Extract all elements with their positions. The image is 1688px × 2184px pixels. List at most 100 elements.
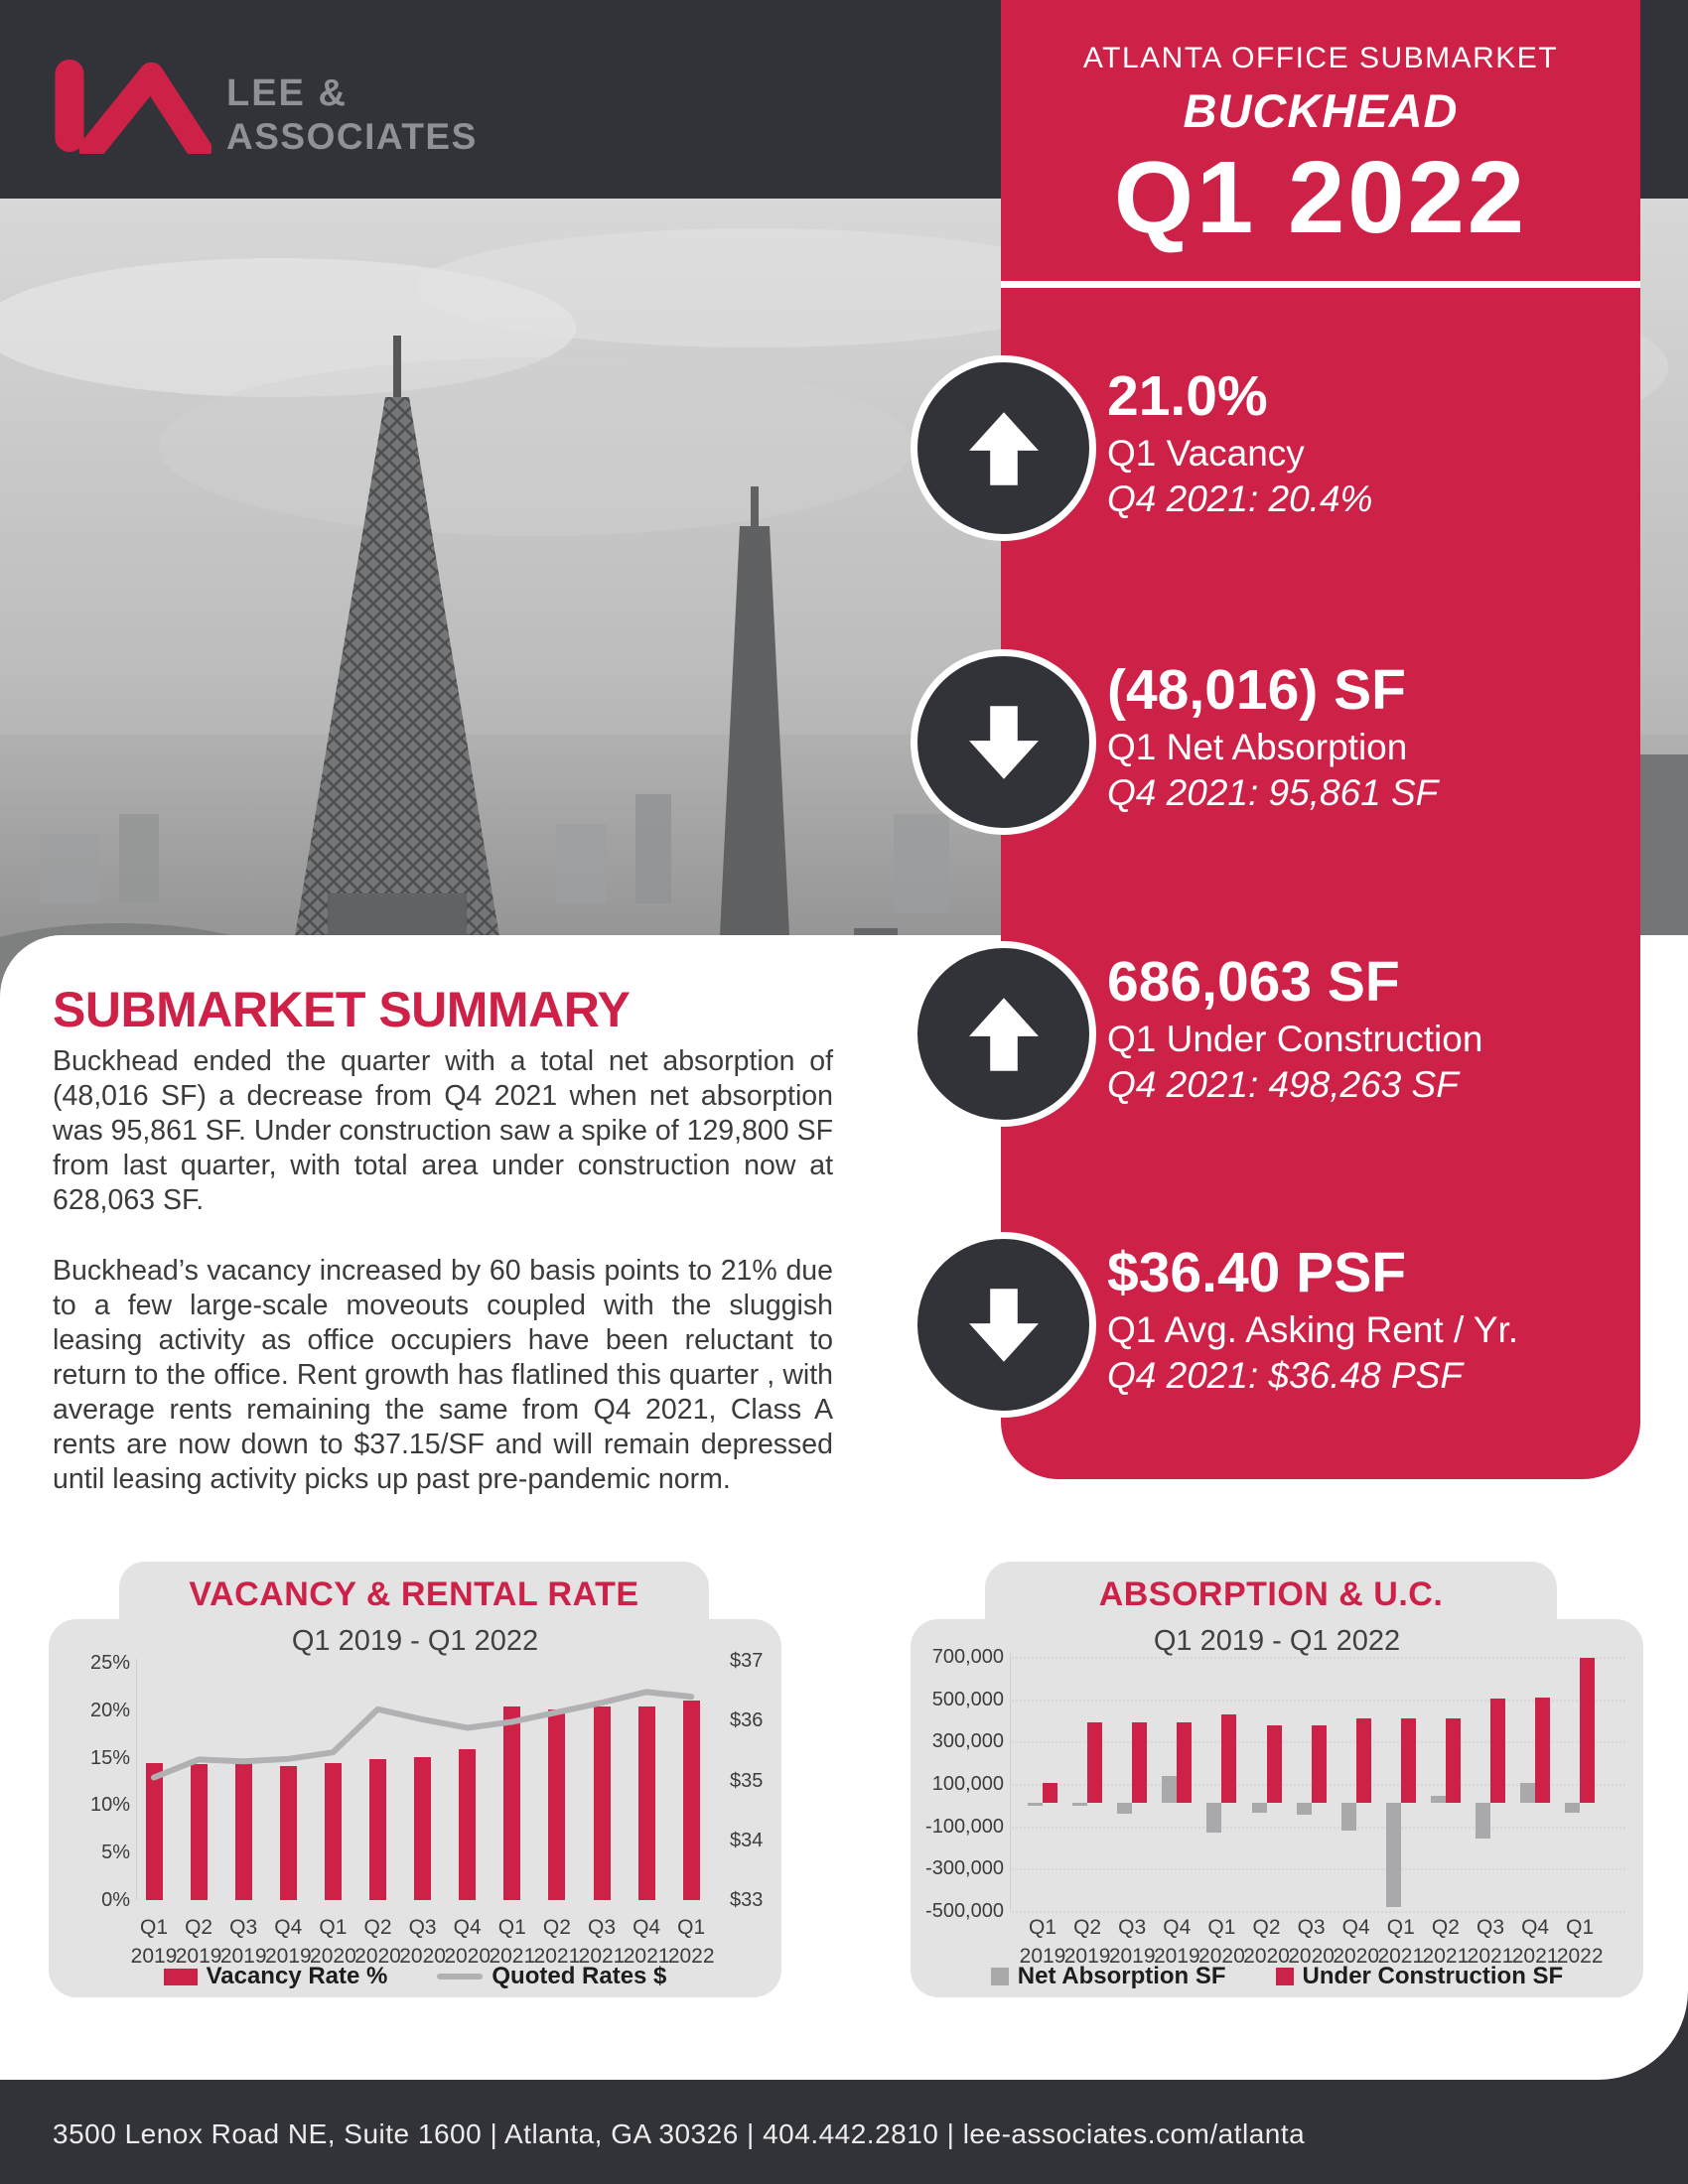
x-axis-label-line: Q1: [1386, 1916, 1415, 1939]
masthead-divider: [1001, 281, 1640, 288]
red-sidebar: ATLANTA OFFICE SUBMARKET BUCKHEAD Q1 202…: [1001, 0, 1640, 1479]
x-axis-label: Q4 2019: [1142, 1913, 1211, 1971]
vacancy-bar: [234, 1763, 252, 1900]
vacancy-chart-plot: 25% 20% 15% 10% 5% 0% $37 $36 $35 $34 $33 Q1 2019 Q2 2…: [49, 1619, 781, 1997]
x-axis-label-line: Q3: [229, 1916, 258, 1939]
stat-label: Q1 Vacancy: [1107, 433, 1305, 474]
x-axis-label: Q4 2020: [433, 1913, 502, 1971]
absorption-chart-legend: Net Absorption SF Under Construction SF: [911, 1963, 1643, 1990]
x-axis-label: Q3 2019: [209, 1913, 278, 1971]
logo-line1: LEE &: [226, 72, 348, 114]
x-axis-label-line: Q1: [677, 1916, 706, 1939]
x-axis-label-line: 2021: [1422, 1945, 1470, 1968]
y-axis-right-tick: $37: [730, 1650, 764, 1672]
vacancy-bar: [414, 1756, 432, 1900]
under-construction-bar: [1355, 1717, 1371, 1803]
arrow-down-icon: [968, 1288, 1039, 1362]
summary-paragraph-1: Buckhead ended the quarter with a total …: [53, 1045, 833, 1216]
stat-circle-net-absorption: [911, 649, 1096, 835]
vacancy-swatch-icon: [163, 1968, 198, 1985]
masthead-submarket: BUCKHEAD: [1183, 84, 1459, 137]
x-axis-label: Q1 2022: [1545, 1913, 1615, 1971]
y-axis-left-tick: 10%: [89, 1794, 130, 1817]
x-axis-label-line: 2020: [1198, 1945, 1245, 1968]
vacancy-chart-panel: Q1 2019 - Q1 2022 25% 20% 15% 10% 5% 0% $37 $36…: [49, 1619, 781, 1997]
net-absorption-bar: [1028, 1803, 1043, 1807]
x-axis-label-line: Q1: [139, 1916, 168, 1939]
y-axis-left-tick: 700,000: [931, 1646, 1004, 1668]
under-construction-bar: [1311, 1725, 1327, 1803]
net-absorption-bar: [1206, 1803, 1222, 1833]
quoted-rates-line: [151, 1689, 695, 1781]
net-absorption-swatch-icon: [990, 1968, 1009, 1985]
under-construction-bar: [1043, 1782, 1057, 1803]
x-axis-label-line: 2020: [354, 1945, 401, 1968]
y-axis-left-tick: 0%: [101, 1889, 130, 1911]
vacancy-chart-legend: Vacancy Rate % Quoted Rates $: [49, 1963, 781, 1990]
x-axis-label-line: 2021: [1467, 1945, 1514, 1968]
stat-circle-asking-rent: [911, 1232, 1096, 1418]
net-absorption-bar: [1385, 1803, 1401, 1907]
stat-value: $36.40 PSF: [1107, 1241, 1407, 1304]
x-axis-label-line: 2019: [175, 1945, 222, 1968]
stat-prior: Q4 2021: $36.48 PSF: [1107, 1355, 1463, 1396]
absorption-chart-panel: Q1 2019 - Q1 2022 700,000 500,000 300,000 1…: [911, 1619, 1643, 1997]
x-axis-label-line: Q3: [408, 1916, 437, 1939]
net-absorption-bar: [1476, 1803, 1490, 1840]
summary-title: SUBMARKET SUMMARY: [53, 982, 631, 1037]
x-axis-label: Q2 2019: [164, 1913, 233, 1971]
lee-associates-logo-icon: [55, 59, 211, 154]
x-axis-label: Q4 2020: [1322, 1913, 1391, 1971]
under-construction-bar: [1177, 1721, 1193, 1803]
y-axis-left-tick: 5%: [101, 1842, 130, 1864]
gridline: [1012, 1699, 1625, 1702]
x-axis-label: Q4 2021: [612, 1913, 681, 1971]
y-axis-line: [1010, 1653, 1011, 1911]
x-axis-label: Q4 2021: [1500, 1913, 1570, 1971]
x-axis-label: Q2 2020: [1232, 1913, 1302, 1971]
under-construction-bar: [1132, 1721, 1148, 1803]
y-axis-left-tick: 300,000: [931, 1730, 1004, 1753]
x-axis-label-line: 2022: [1556, 1945, 1604, 1968]
x-axis-label: Q3 2020: [388, 1913, 458, 1971]
arrow-up-icon: [968, 997, 1039, 1071]
gridline: [1012, 1868, 1625, 1871]
legend-item: Vacancy Rate %: [163, 1963, 387, 1990]
stat-label: Q1 Avg. Asking Rent / Yr.: [1107, 1309, 1519, 1350]
x-axis-label-line: Q3: [587, 1916, 616, 1939]
x-axis-label-line: Q2: [185, 1916, 213, 1939]
x-axis-label-line: Q4: [453, 1916, 482, 1939]
under-construction-bar: [1580, 1657, 1596, 1803]
x-axis-label: Q2 2020: [344, 1913, 413, 1971]
x-axis-label-line: Q2: [542, 1916, 571, 1939]
x-axis-label: Q4 2019: [253, 1913, 323, 1971]
x-axis-label: Q2 2021: [1411, 1913, 1480, 1971]
under-construction-swatch-icon: [1275, 1968, 1294, 1985]
x-axis-label: Q1 2020: [298, 1913, 367, 1971]
under-construction-bar: [1221, 1714, 1237, 1803]
net-absorption-bar: [1251, 1803, 1267, 1813]
x-axis-label-line: 2022: [667, 1945, 715, 1968]
under-construction-bar: [1400, 1717, 1416, 1803]
stat-label: Q1 Net Absorption: [1107, 727, 1408, 767]
legend-label: Net Absorption SF: [1017, 1963, 1226, 1989]
stat-prior: Q4 2021: 498,263 SF: [1107, 1064, 1459, 1105]
absorption-chart-subtitle: Q1 2019 - Q1 2022: [1153, 1625, 1401, 1657]
masthead-period: Q1 2022: [1113, 140, 1528, 254]
logo-line2: ASSOCIATES: [226, 116, 478, 157]
x-axis-label-line: 2020: [1288, 1945, 1335, 1968]
absorption-chart-plot: 700,000 500,000 300,000 100,000 -100,000 -300…: [911, 1619, 1643, 1997]
legend-label: Under Construction SF: [1302, 1963, 1564, 1989]
x-axis-label-line: Q4: [1163, 1916, 1192, 1939]
x-axis-label-line: 2019: [219, 1945, 267, 1968]
x-axis-label-line: 2020: [444, 1945, 492, 1968]
x-axis-label-line: Q2: [1252, 1916, 1281, 1939]
under-construction-bar: [1445, 1717, 1461, 1803]
stat-prior: Q4 2021: 95,861 SF: [1107, 772, 1439, 813]
x-axis-label-line: Q1: [1566, 1916, 1595, 1939]
vacancy-bar: [324, 1763, 342, 1900]
stat-circle-vacancy: [911, 355, 1096, 541]
net-absorption-bar: [1072, 1803, 1088, 1807]
arrow-down-icon: [968, 705, 1039, 779]
